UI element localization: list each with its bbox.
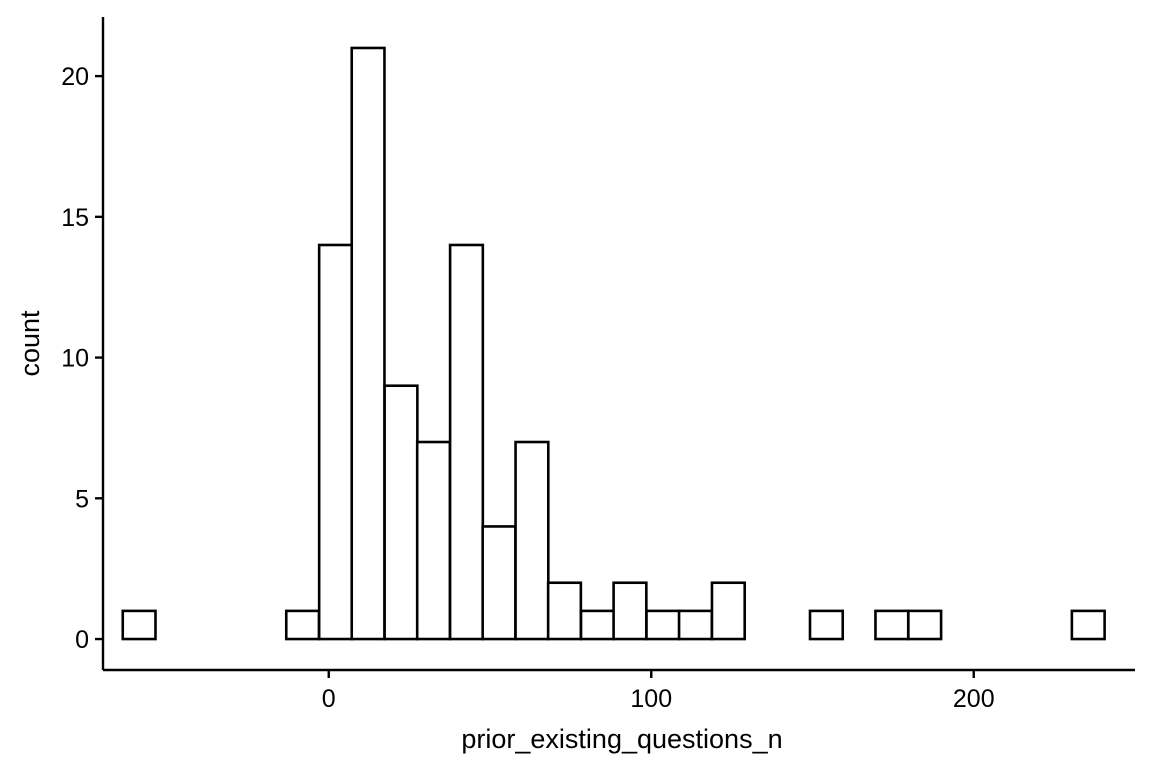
y-axis-ticks: 0 5 10 15 20 bbox=[61, 63, 103, 654]
y-tick-label: 15 bbox=[61, 204, 89, 232]
y-axis-title: count bbox=[15, 310, 45, 377]
histogram-bar bbox=[284, 609, 321, 641]
histogram-bar bbox=[1070, 609, 1106, 641]
y-tick-label: 10 bbox=[61, 345, 89, 373]
histogram-bar bbox=[645, 609, 681, 641]
x-tick-label: 200 bbox=[953, 685, 995, 713]
histogram-bar bbox=[350, 46, 386, 641]
histogram-bar bbox=[907, 609, 943, 641]
histogram-bar bbox=[121, 609, 157, 641]
histogram-bar bbox=[874, 609, 910, 641]
y-tick-label: 20 bbox=[61, 63, 89, 91]
y-tick-label: 5 bbox=[75, 485, 89, 513]
x-tick-label: 0 bbox=[322, 685, 336, 713]
histogram-bar bbox=[415, 440, 452, 641]
histogram-bar bbox=[579, 609, 616, 641]
histogram-bar bbox=[448, 243, 485, 641]
histogram-bar bbox=[514, 440, 550, 641]
histogram-bar bbox=[546, 581, 583, 641]
x-tick-label: 100 bbox=[630, 685, 672, 713]
histogram-bar bbox=[481, 525, 517, 641]
histogram-bar bbox=[383, 384, 419, 641]
x-axis-ticks: 0 100 200 bbox=[322, 670, 995, 713]
histogram-bar bbox=[612, 581, 648, 641]
y-tick-label: 0 bbox=[75, 626, 89, 654]
histogram-bar bbox=[677, 609, 714, 641]
bars-group bbox=[121, 46, 1106, 641]
histogram-bar bbox=[710, 581, 746, 641]
histogram-bar bbox=[808, 609, 845, 641]
x-axis-title: prior_existing_questions_n bbox=[461, 724, 782, 754]
histogram-bar bbox=[317, 243, 354, 641]
